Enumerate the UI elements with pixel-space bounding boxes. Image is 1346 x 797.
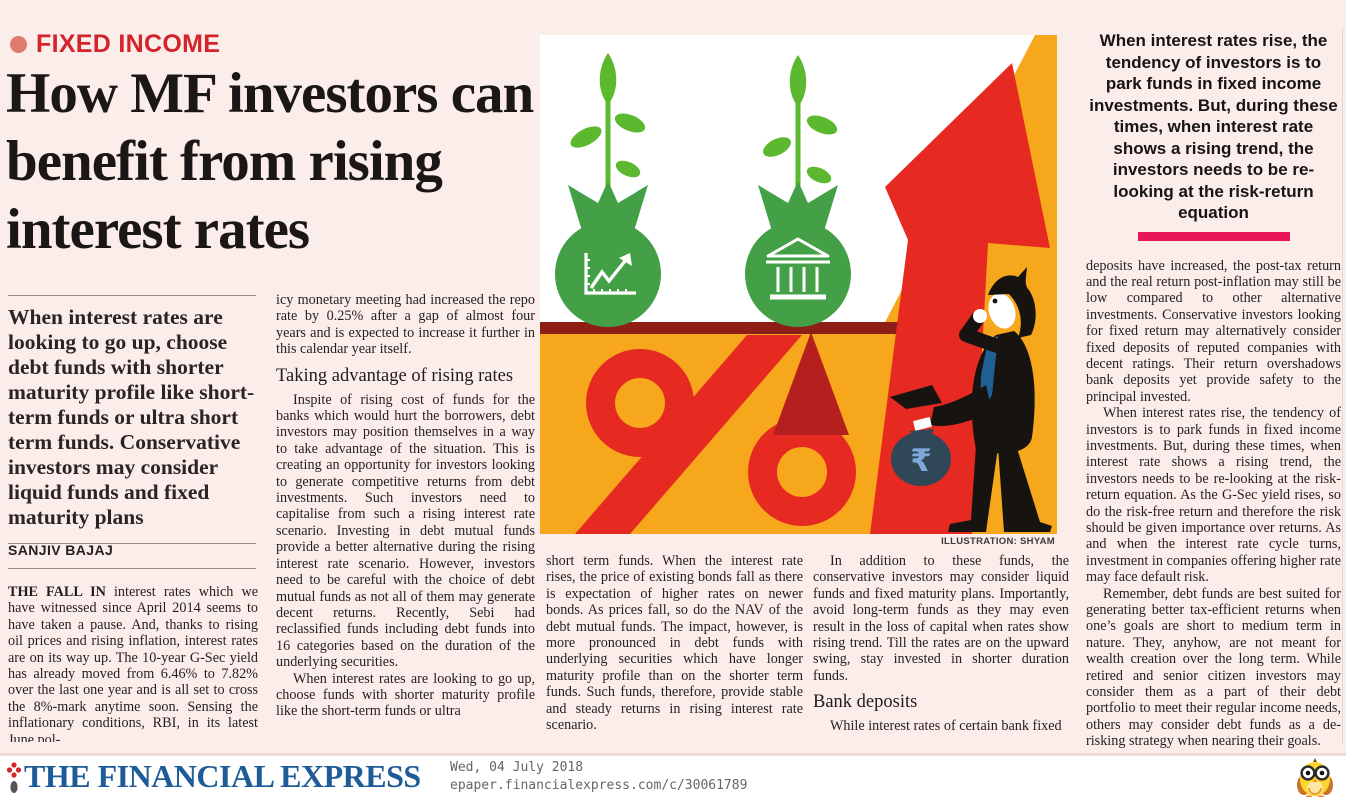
owl-mascot-icon bbox=[1297, 758, 1333, 797]
section-dot-icon bbox=[10, 36, 27, 53]
epaper-url: epaper.financialexpress.com/c/30061789 bbox=[450, 778, 748, 793]
column-text: deposits have increased, the post-tax re… bbox=[1086, 257, 1341, 405]
pull-quote: When interest rates rise, the tendency o… bbox=[1089, 31, 1338, 222]
masthead-logo: THE FINANCIAL EXPRESS bbox=[24, 758, 421, 794]
column-text: When interest rates are looking to go up… bbox=[276, 670, 535, 720]
byline: SANJIV BAJAJ bbox=[8, 542, 256, 569]
column-text: interest rates which we have witnessed s… bbox=[8, 584, 258, 742]
article-column-1: THE FALL IN interest rates which we have… bbox=[8, 584, 258, 742]
column-text: In addition to these funds, the conserva… bbox=[813, 553, 1069, 684]
percent-icon bbox=[575, 335, 856, 534]
clip-meta: Wed, 04 July 2018 epaper.financialexpres… bbox=[450, 759, 747, 795]
column-text: When interest rates rise, the tendency o… bbox=[1086, 405, 1341, 586]
growth-chart-icon bbox=[584, 253, 636, 295]
column-text: Inspite of rising cost of funds for the … bbox=[276, 391, 535, 671]
column-subhead: Bank deposits bbox=[813, 692, 918, 713]
illustration-credit: ILLUSTRATION: SHYAM bbox=[941, 536, 1055, 547]
bank-bag bbox=[745, 55, 851, 327]
article-column-4: In addition to these funds, the conserva… bbox=[813, 553, 1069, 745]
column-text: Remember, debt funds are best suited for… bbox=[1086, 585, 1341, 750]
column-text-block: deposits have increased, the post-tax re… bbox=[1086, 258, 1341, 758]
column-subhead: Taking advantage of rising rates bbox=[276, 365, 514, 386]
column-text: short term funds. When the interest rate… bbox=[546, 553, 803, 734]
masthead-emblem-icon bbox=[6, 762, 22, 793]
footer: THE FINANCIAL EXPRESS Wed, 04 July 2018 … bbox=[0, 753, 1346, 797]
column-text: While interest rates of certain bank fix… bbox=[830, 718, 1062, 735]
kicker: FIXED INCOME bbox=[10, 30, 220, 59]
article-column-5: When interest rates rise, the tendency o… bbox=[1086, 30, 1341, 758]
page-title: How MF investors can benefit from rising… bbox=[6, 62, 534, 261]
section-label: FIXED INCOME bbox=[36, 30, 221, 58]
date-text: Wed, 04 July 2018 bbox=[450, 760, 584, 775]
article-column-3: short term funds. When the interest rate… bbox=[546, 553, 803, 745]
thinking-investor: ₹ bbox=[890, 267, 1052, 532]
bank-icon bbox=[766, 237, 830, 300]
fulcrum-triangle bbox=[773, 332, 849, 435]
standfirst: When interest rates are looking to go up… bbox=[8, 295, 256, 544]
money-bag-icon bbox=[891, 432, 951, 486]
lead-in: THE FALL IN bbox=[8, 584, 106, 600]
column-text: icy monetary meeting had increased the r… bbox=[276, 292, 535, 358]
rupee-symbol: ₹ bbox=[910, 443, 932, 479]
page-edge-line bbox=[1342, 28, 1343, 744]
growth-bag bbox=[555, 53, 661, 327]
plant-sprout-icon bbox=[789, 55, 807, 107]
pull-quote-underline bbox=[1137, 231, 1290, 241]
plant-sprout-icon bbox=[599, 53, 617, 105]
rising-arrow-icon bbox=[870, 63, 1050, 534]
article-column-2: icy monetary meeting had increased the r… bbox=[276, 292, 535, 747]
illustration: ₹ bbox=[540, 35, 1057, 534]
